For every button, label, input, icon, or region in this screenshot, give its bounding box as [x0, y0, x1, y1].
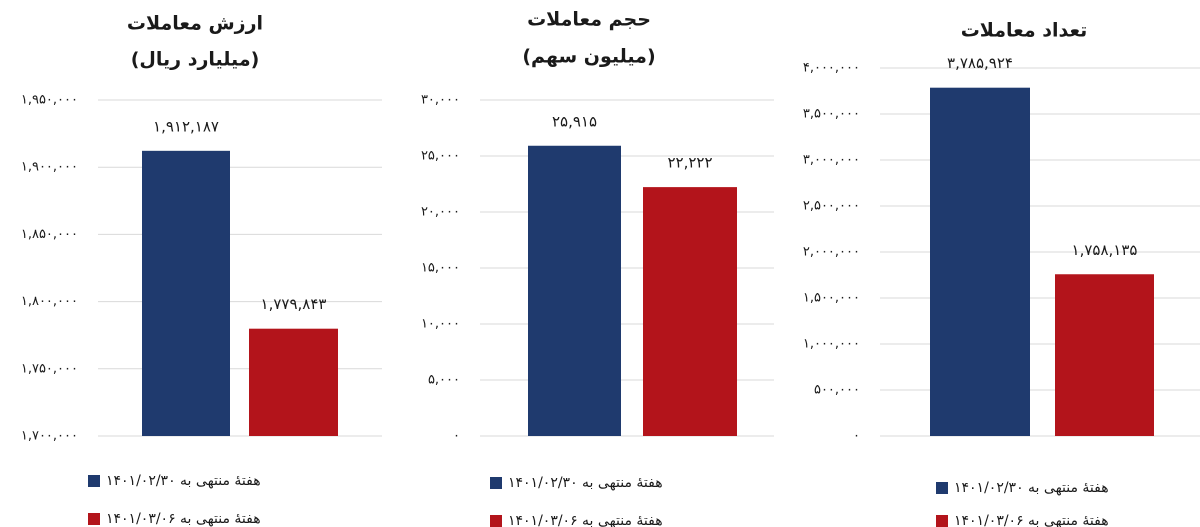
y-tick-label: ۴,۰۰۰,۰۰۰	[803, 61, 860, 76]
y-tick-label: ۵۰۰,۰۰۰	[814, 383, 860, 398]
y-tick-label: ۲۰,۰۰۰	[421, 205, 460, 220]
legend-swatch	[936, 515, 948, 527]
y-tick-label: ۱,۷۵۰,۰۰۰	[21, 361, 78, 376]
legend-label: هفتۀ منتهی به ۱۴۰۱/۰۲/۳۰	[106, 473, 261, 489]
y-tick-label: ۲,۵۰۰,۰۰۰	[803, 199, 860, 214]
y-tick-label: ۰	[853, 429, 860, 444]
y-tick-label: ۱,۵۰۰,۰۰۰	[803, 291, 860, 306]
y-tick-label: ۱,۸۰۰,۰۰۰	[21, 294, 78, 309]
bar-week-1401-03-06	[643, 187, 737, 436]
legend-swatch	[490, 477, 502, 489]
y-tick-label: ۱,۹۵۰,۰۰۰	[21, 93, 78, 108]
data-label: ۲۲,۲۲۲	[667, 154, 712, 172]
y-tick-label: ۱۵,۰۰۰	[421, 261, 460, 276]
chart-title: حجم معاملات	[527, 9, 651, 31]
data-label: ۱,۹۱۲,۱۸۷	[153, 117, 219, 135]
bar-week-1401-02-30	[528, 145, 621, 436]
y-tick-label: ۳۰,۰۰۰	[421, 93, 460, 108]
chart-title: ارزش معاملات	[127, 13, 263, 35]
legend-swatch	[88, 475, 100, 487]
y-tick-label: ۲,۰۰۰,۰۰۰	[803, 245, 860, 260]
y-tick-label: ۱,۸۵۰,۰۰۰	[21, 227, 78, 242]
chart-panel: تعداد معاملات ۰ ۵۰۰,۰۰۰ ۱,۰۰۰,۰۰۰ ۱,۵۰۰,۰۰۰ ۲…	[803, 20, 1200, 527]
legend-label: هفتۀ منتهی به ۱۴۰۱/۰۳/۰۶	[954, 513, 1109, 527]
chart-subtitle: (میلیون سهم)	[522, 46, 655, 68]
y-tick-label: ۲۵,۰۰۰	[421, 149, 460, 164]
y-tick-label: ۵,۰۰۰	[428, 373, 460, 388]
y-tick-label: ۳,۵۰۰,۰۰۰	[803, 107, 860, 122]
bar-week-1401-03-06	[249, 328, 338, 436]
legend-swatch	[88, 513, 100, 525]
data-label: ۱,۷۵۸,۱۳۵	[1072, 241, 1138, 259]
legend-label: هفتۀ منتهی به ۱۴۰۱/۰۳/۰۶	[508, 513, 663, 527]
legend-swatch	[936, 482, 948, 494]
data-label: ۱,۷۷۹,۸۴۳	[261, 295, 327, 313]
chart-panel: ارزش معاملات (میلیارد ریال) ۱,۷۰۰,۰۰۰ ۱,۷۵۰…	[21, 13, 382, 527]
chart-subtitle: (میلیارد ریال)	[131, 49, 260, 71]
bar-week-1401-03-06	[1055, 274, 1154, 436]
legend-label: هفتۀ منتهی به ۱۴۰۱/۰۲/۳۰	[954, 480, 1109, 496]
legend-swatch	[490, 515, 502, 527]
legend-label: هفتۀ منتهی به ۱۴۰۱/۰۲/۳۰	[508, 475, 663, 491]
y-tick-label: ۱۰,۰۰۰	[421, 317, 460, 332]
y-tick-label: ۳,۰۰۰,۰۰۰	[803, 153, 860, 168]
y-tick-label: ۱,۰۰۰,۰۰۰	[803, 337, 860, 352]
y-tick-label: ۰	[453, 429, 460, 444]
data-label: ۲۵,۹۱۵	[552, 112, 597, 130]
legend-label: هفتۀ منتهی به ۱۴۰۱/۰۳/۰۶	[106, 511, 261, 527]
chart-panel: حجم معاملات (میلیون سهم) ۰ ۵,۰۰۰ ۱۰,۰۰۰ ۱۵,۰۰…	[421, 9, 774, 527]
bar-week-1401-02-30	[142, 150, 230, 436]
y-tick-label: ۱,۷۰۰,۰۰۰	[21, 429, 78, 444]
chart-title: تعداد معاملات	[961, 20, 1088, 42]
bar-week-1401-02-30	[930, 87, 1030, 436]
y-tick-label: ۱,۹۰۰,۰۰۰	[21, 160, 78, 175]
data-label: ۳,۷۸۵,۹۲۴	[947, 54, 1013, 72]
